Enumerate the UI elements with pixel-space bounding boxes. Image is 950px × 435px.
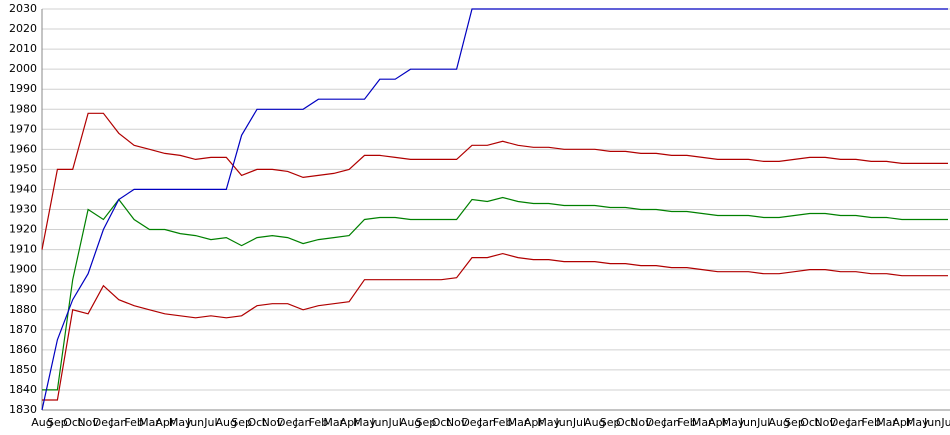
y-tick-label: 1870 — [9, 323, 37, 336]
x-tick-label: Mar — [876, 416, 897, 429]
x-tick-label: Nov — [446, 416, 468, 429]
x-tick-label: Oct — [800, 416, 820, 429]
x-tick-label: Dec — [646, 416, 667, 429]
x-tick-label: Nov — [77, 416, 99, 429]
x-tick-label: Jan — [294, 416, 312, 429]
x-tick-label: Sep — [784, 416, 805, 429]
y-tick-label: 1910 — [9, 243, 37, 256]
x-tick-label: Jul — [940, 416, 950, 429]
x-tick-label: Jun — [923, 416, 941, 429]
x-tick-label: Dec — [93, 416, 114, 429]
x-tick-label: Dec — [461, 416, 482, 429]
x-tick-label: Oct — [63, 416, 83, 429]
x-tick-label: Feb — [493, 416, 512, 429]
x-tick-label: Dec — [277, 416, 298, 429]
x-tick-label: Aug — [768, 416, 789, 429]
x-tick-label: Nov — [814, 416, 836, 429]
y-tick-label: 1990 — [9, 82, 37, 95]
x-tick-label: Aug — [400, 416, 421, 429]
x-tick-label: Mar — [508, 416, 529, 429]
x-tick-label: Feb — [677, 416, 696, 429]
x-tick-label: Oct — [247, 416, 267, 429]
x-tick-label: Apr — [340, 416, 360, 429]
y-tick-label: 1930 — [9, 203, 37, 216]
y-tick-label: 1840 — [9, 383, 37, 396]
x-tick-label: Jul — [388, 416, 402, 429]
x-tick-label: Jun — [370, 416, 388, 429]
x-tick-label: Sep — [231, 416, 252, 429]
x-tick-label: Jan — [109, 416, 127, 429]
x-tick-label: May — [353, 416, 376, 429]
x-tick-label: May — [722, 416, 745, 429]
y-tick-label: 1960 — [9, 142, 37, 155]
x-tick-label: Mar — [323, 416, 344, 429]
x-tick-label: Nov — [630, 416, 652, 429]
x-tick-label: Aug — [31, 416, 52, 429]
x-tick-label: Apr — [892, 416, 912, 429]
x-tick-label: Aug — [584, 416, 605, 429]
x-tick-label: Apr — [708, 416, 728, 429]
y-tick-label: 1950 — [9, 162, 37, 175]
series-line — [42, 252, 948, 401]
x-tick-label: Jun — [555, 416, 573, 429]
x-tick-label: May — [169, 416, 192, 429]
x-tick-label: Mar — [692, 416, 713, 429]
x-tick-label: Jul — [203, 416, 217, 429]
y-tick-label: 1940 — [9, 182, 37, 195]
x-tick-label: Apr — [524, 416, 544, 429]
y-tick-label: 1900 — [9, 263, 37, 276]
y-tick-label: 1880 — [9, 303, 37, 316]
x-tick-label: Mar — [139, 416, 160, 429]
x-tick-label: Jan — [478, 416, 496, 429]
x-tick-label: May — [906, 416, 929, 429]
x-tick-label: Oct — [432, 416, 452, 429]
y-tick-label: 2010 — [9, 42, 37, 55]
y-tick-label: 1890 — [9, 283, 37, 296]
y-tick-label: 1860 — [9, 343, 37, 356]
x-tick-label: Feb — [124, 416, 143, 429]
x-tick-label: May — [537, 416, 560, 429]
series-line — [41, 8, 948, 411]
series-line — [41, 112, 948, 250]
x-tick-label: Apr — [155, 416, 175, 429]
series-line — [42, 196, 948, 391]
x-tick-label: Jul — [756, 416, 770, 429]
x-tick-label: Jan — [846, 416, 864, 429]
y-tick-label: 2000 — [9, 62, 37, 75]
x-tick-label: Feb — [309, 416, 328, 429]
x-tick-label: Jun — [186, 416, 204, 429]
y-tick-label: 2020 — [9, 22, 37, 35]
y-tick-label: 1920 — [9, 223, 37, 236]
y-tick-label: 1970 — [9, 122, 37, 135]
y-tick-label: 1980 — [9, 102, 37, 115]
x-tick-label: Nov — [262, 416, 284, 429]
x-tick-label: Jul — [572, 416, 586, 429]
x-tick-label: Aug — [216, 416, 237, 429]
x-tick-label: Jun — [739, 416, 757, 429]
y-tick-label: 2030 — [9, 2, 37, 15]
x-tick-label: Sep — [416, 416, 437, 429]
x-tick-label: Feb — [861, 416, 880, 429]
x-tick-label: Jan — [662, 416, 680, 429]
y-tick-label: 1850 — [9, 363, 37, 376]
x-tick-label: Sep — [600, 416, 621, 429]
x-tick-label: Dec — [830, 416, 851, 429]
x-tick-label: Oct — [616, 416, 636, 429]
x-tick-label: Sep — [47, 416, 68, 429]
y-tick-label: 1830 — [9, 403, 37, 416]
